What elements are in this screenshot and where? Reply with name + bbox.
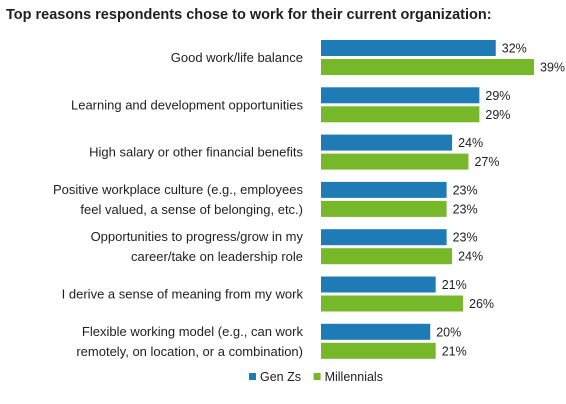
data-label: 23% bbox=[453, 231, 478, 245]
bar bbox=[321, 200, 447, 217]
bar bbox=[321, 59, 534, 75]
bar bbox=[321, 181, 447, 198]
data-label: 32% bbox=[502, 42, 527, 56]
data-label: 27% bbox=[474, 155, 499, 169]
bar bbox=[321, 87, 480, 104]
category-label: I derive a sense of meaning from my work bbox=[62, 287, 304, 302]
category-label: Flexible working model (e.g., can work bbox=[82, 324, 304, 339]
legend-label: Millennials bbox=[325, 370, 383, 384]
bar bbox=[321, 248, 453, 265]
data-label: 21% bbox=[442, 344, 467, 358]
bar bbox=[321, 40, 496, 56]
bar bbox=[321, 106, 480, 123]
legend-swatch bbox=[313, 373, 321, 380]
category-label: Good work/life balance bbox=[171, 50, 303, 65]
bar bbox=[321, 153, 469, 170]
data-label: 23% bbox=[453, 202, 478, 216]
bar bbox=[321, 229, 447, 246]
chart-title: Top reasons respondents chose to work fo… bbox=[6, 7, 492, 23]
data-label: 24% bbox=[458, 136, 483, 150]
data-label: 29% bbox=[485, 108, 510, 122]
data-label: 21% bbox=[442, 278, 467, 292]
data-label: 39% bbox=[540, 61, 565, 75]
legend-label: Gen Zs bbox=[260, 370, 301, 384]
data-label: 26% bbox=[469, 297, 494, 311]
category-label: Learning and development opportunities bbox=[71, 97, 304, 112]
data-label: 20% bbox=[436, 325, 461, 339]
category-label: career/take on leadership role bbox=[131, 249, 303, 264]
legend-swatch bbox=[249, 373, 256, 380]
bar bbox=[321, 323, 431, 340]
bar bbox=[321, 342, 436, 359]
category-label: remotely, on location, or a combination) bbox=[76, 344, 303, 359]
bar bbox=[321, 276, 436, 293]
category-label: High salary or other financial benefits bbox=[89, 145, 303, 160]
data-label: 29% bbox=[485, 89, 510, 103]
data-label: 24% bbox=[458, 250, 483, 264]
category-label: feel valued, a sense of belonging, etc.) bbox=[80, 202, 303, 217]
category-label: Opportunities to progress/grow in my bbox=[91, 229, 304, 244]
legend: Gen Zs Millennials bbox=[249, 370, 383, 384]
category-label: Positive workplace culture (e.g., employ… bbox=[53, 182, 304, 197]
bar bbox=[321, 134, 453, 151]
bar bbox=[321, 295, 463, 312]
data-label: 23% bbox=[453, 183, 478, 197]
bars-layer: Good work/life balance 32% 39% Learning and… bbox=[53, 40, 565, 359]
